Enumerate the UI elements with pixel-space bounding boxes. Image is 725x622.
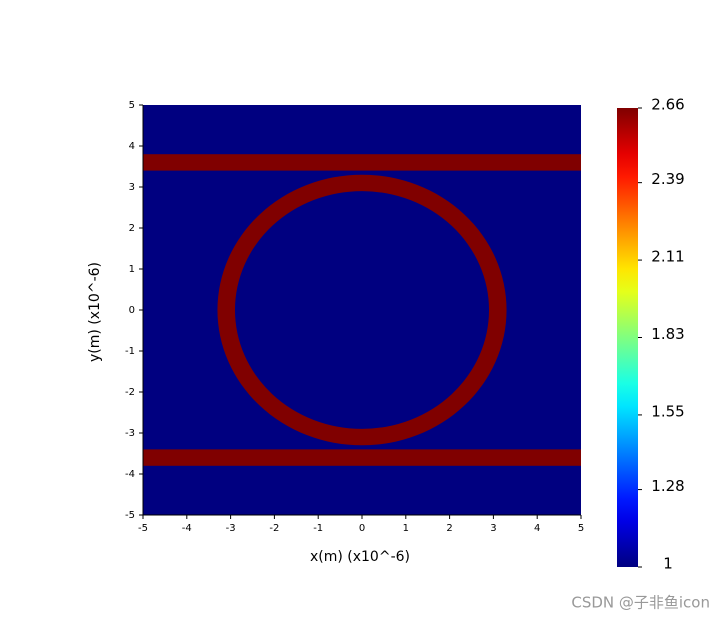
x-tick-label: 4 <box>534 523 540 534</box>
y-tick-label: 5 <box>129 100 135 111</box>
colorbar <box>617 108 638 567</box>
ring-inner <box>234 191 490 429</box>
x-tick-label: 0 <box>359 523 365 534</box>
x-tick-label: 1 <box>403 523 409 534</box>
y-tick-label: -1 <box>125 346 135 357</box>
y-tick-label: -5 <box>125 510 135 521</box>
y-tick-label: 3 <box>129 182 135 193</box>
colorbar-tick-label: 1.55 <box>651 402 684 420</box>
y-tick-label: -4 <box>125 469 135 480</box>
y-tick-label: 2 <box>129 223 135 234</box>
colorbar-tick-label: 1.83 <box>651 325 684 343</box>
y-tick-label: 4 <box>129 141 135 152</box>
colorbar-tick-label: 2.66 <box>651 96 684 114</box>
y-axis-label: y(m) (x10^-6) <box>87 262 103 362</box>
x-tick-label: -1 <box>313 523 323 534</box>
colorbar-tick-label: 2.39 <box>651 170 684 188</box>
waveguide <box>143 449 581 466</box>
y-tick-label: 0 <box>129 305 135 316</box>
x-tick-label: -5 <box>138 523 148 534</box>
waveguide <box>143 154 581 171</box>
y-tick-label: -3 <box>125 428 135 439</box>
x-tick-label: 3 <box>490 523 496 534</box>
colorbar-tick-label: 2.11 <box>651 248 684 266</box>
x-axis-label: x(m) (x10^-6) <box>310 549 410 565</box>
watermark: CSDN @子非鱼icon <box>571 594 710 612</box>
x-tick-label: -4 <box>182 523 192 534</box>
x-tick-label: -2 <box>269 523 279 534</box>
colorbar-tick-label: 1 <box>663 555 673 573</box>
x-tick-label: -3 <box>226 523 236 534</box>
y-tick-label: -2 <box>125 387 135 398</box>
x-tick-label: 2 <box>446 523 452 534</box>
x-tick-label: 5 <box>578 523 584 534</box>
colorbar-tick-label: 1.28 <box>651 477 684 495</box>
y-tick-label: 1 <box>129 264 135 275</box>
